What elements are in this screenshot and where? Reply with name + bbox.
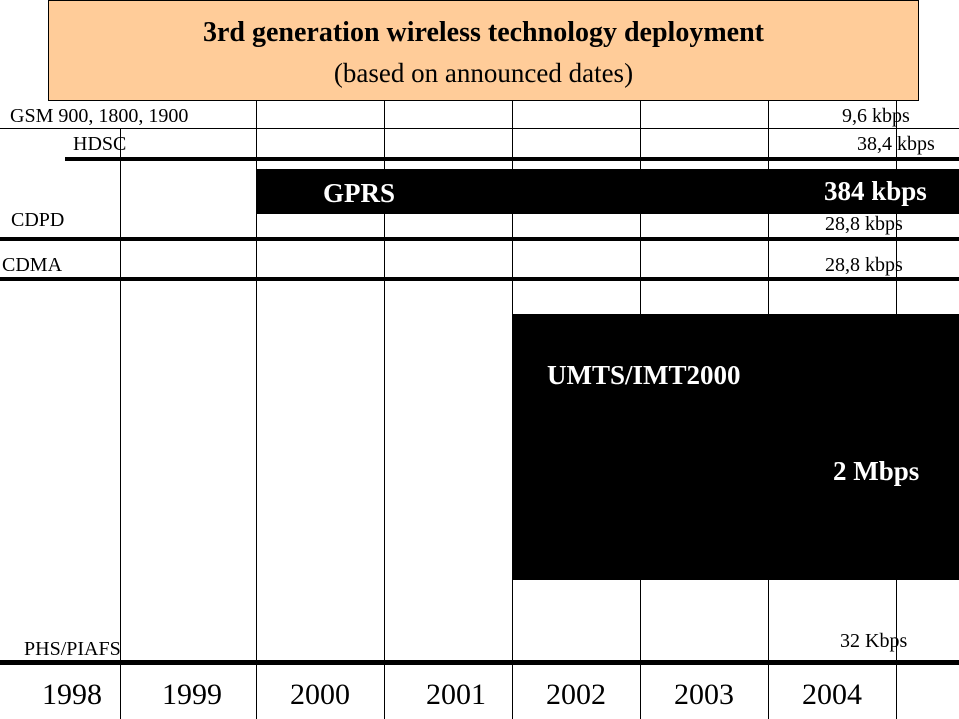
bar-gprs bbox=[256, 169, 959, 214]
row-divider bbox=[0, 277, 959, 281]
grid-line bbox=[256, 101, 257, 719]
bar-label-umts: UMTS/IMT2000 bbox=[547, 360, 741, 390]
x-tick-label: 2002 bbox=[546, 678, 606, 711]
chart-title: 3rd generation wireless technology deplo… bbox=[203, 17, 764, 48]
row-rate-gsm: 9,6 kbps bbox=[842, 105, 910, 127]
row-rate-cdma: 28,8 kbps bbox=[825, 254, 903, 276]
row-divider bbox=[65, 157, 959, 161]
x-tick-label: 2004 bbox=[802, 678, 862, 711]
row-rate-phs: 32 Kbps bbox=[840, 630, 908, 652]
title-box: 3rd generation wireless technology deplo… bbox=[48, 0, 919, 101]
bar-label-gprs: GPRS bbox=[323, 178, 396, 208]
row-label-cdma: CDMA bbox=[2, 254, 63, 276]
row-label-phs: PHS/PIAFS bbox=[24, 638, 121, 660]
row-divider bbox=[0, 237, 959, 241]
row-rate-hdsc: 38,4 kbps bbox=[857, 133, 935, 155]
x-tick-label: 2000 bbox=[290, 678, 350, 711]
bar-umts bbox=[512, 314, 959, 580]
x-tick-label: 2001 bbox=[426, 678, 486, 711]
grid-line bbox=[384, 101, 385, 719]
row-label-gsm: GSM 900, 1800, 1900 bbox=[10, 105, 189, 127]
grid-line bbox=[120, 128, 121, 719]
row-divider bbox=[0, 128, 959, 129]
x-tick-label: 1999 bbox=[162, 678, 222, 711]
row-label-cdpd: CDPD bbox=[11, 209, 65, 231]
row-label-hdsc: HDSC bbox=[73, 133, 127, 155]
axis-line bbox=[0, 660, 959, 665]
bar-rate-umts: 2 Mbps bbox=[833, 456, 920, 486]
bar-rate-gprs: 384 kbps bbox=[824, 176, 927, 206]
x-tick-label: 2003 bbox=[674, 678, 734, 711]
row-rate-cdpd: 28,8 kbps bbox=[825, 213, 903, 235]
chart-subtitle: (based on announced dates) bbox=[333, 58, 634, 88]
x-tick-label: 1998 bbox=[42, 678, 102, 711]
